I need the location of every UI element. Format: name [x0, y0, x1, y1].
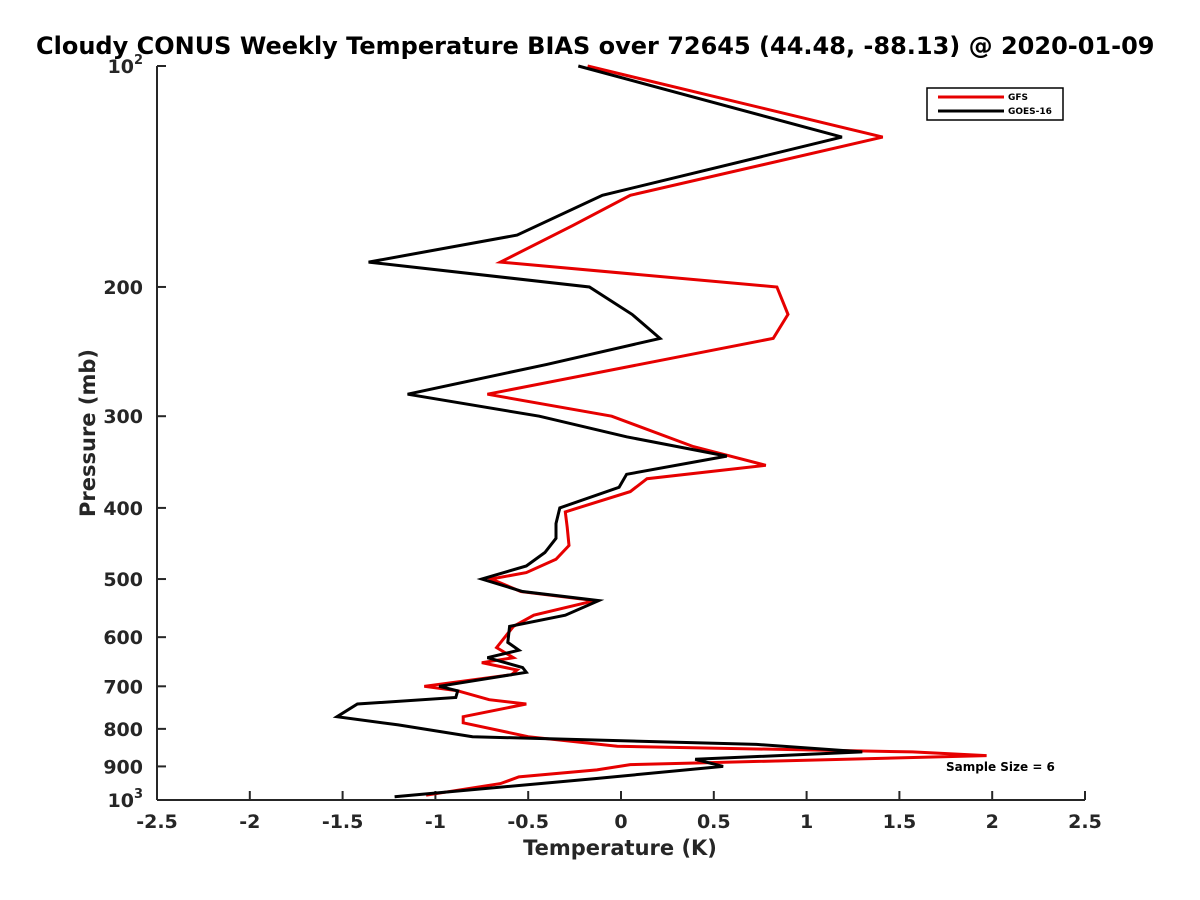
y-tick-label: 800 — [103, 719, 143, 741]
x-tick-label: 0.5 — [697, 811, 731, 833]
y-tick-label: 600 — [103, 627, 143, 649]
y-tick-label: 700 — [103, 676, 143, 698]
y-tick-label: 300 — [103, 406, 143, 428]
series-line-goes16 — [332, 64, 863, 799]
y-tick-label: 500 — [103, 569, 143, 591]
y-tick-label: 200 — [103, 277, 143, 299]
legend: GFS GOES-16 — [926, 87, 1064, 121]
x-tick-label: -1 — [425, 811, 446, 833]
x-tick-label: 2 — [986, 811, 999, 833]
sample-size-annotation: Sample Size = 6 — [946, 760, 1055, 774]
x-tick-label: 2.5 — [1068, 811, 1102, 833]
x-tick-label: 1 — [800, 811, 813, 833]
y-axis-label: Pressure (mb) — [76, 349, 100, 517]
y-tick-label: 102 — [108, 53, 144, 78]
legend-label-gfs: GFS — [1008, 93, 1028, 103]
y-tick-label: 103 — [108, 787, 144, 812]
y-tick-label: 900 — [103, 756, 143, 778]
x-tick-label: -1.5 — [322, 811, 364, 833]
y-tick-label: 400 — [103, 498, 143, 520]
x-tick-label: -0.5 — [507, 811, 549, 833]
x-axis-label: Temperature (K) — [523, 836, 717, 860]
chart-title: Cloudy CONUS Weekly Temperature BIAS ove… — [36, 32, 1154, 60]
x-tick-label: 0 — [614, 811, 627, 833]
series-line-gfs — [424, 64, 987, 797]
x-tick-label: -2 — [239, 811, 260, 833]
x-tick-label: 1.5 — [883, 811, 917, 833]
x-tick-label: -2.5 — [136, 811, 178, 833]
legend-label-goes16: GOES-16 — [1008, 107, 1052, 117]
